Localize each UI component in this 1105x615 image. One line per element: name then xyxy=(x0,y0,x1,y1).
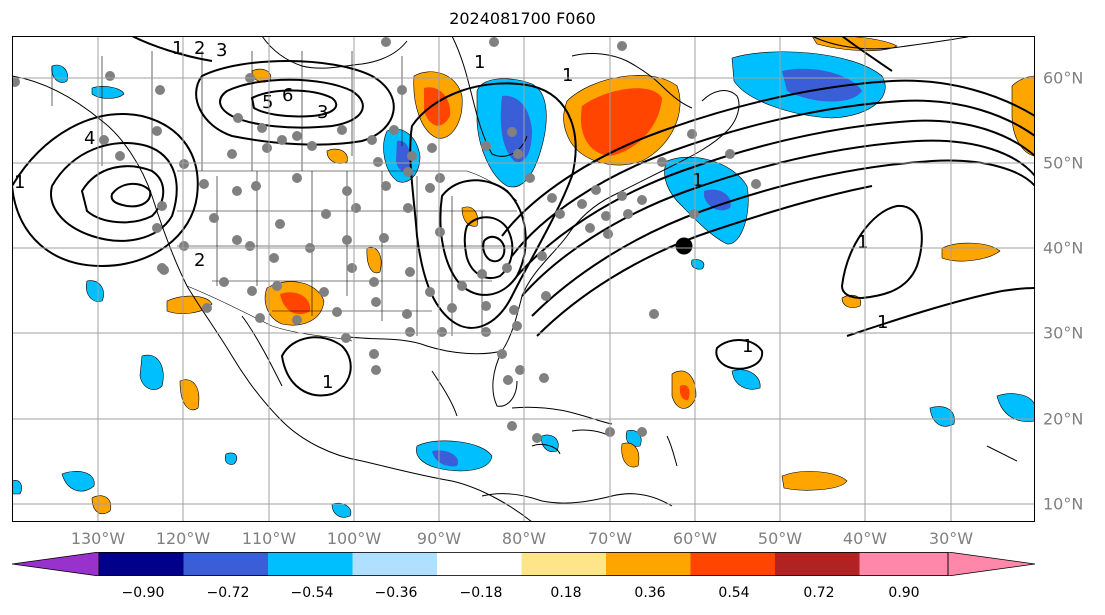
lat-label: 60°N xyxy=(1043,68,1084,88)
colorbar-tick: −0.54 xyxy=(290,585,334,601)
contour-label: 3 xyxy=(216,40,227,61)
contour-label: 6 xyxy=(282,85,293,106)
colorbar-tick: 0.54 xyxy=(718,585,750,601)
map-panel: 1 2 3 4 5 6 1 2 3 1 1 1 1 1 1 1 xyxy=(12,36,1035,522)
colorbar xyxy=(12,552,1035,576)
colorbar-segment xyxy=(99,552,184,576)
lon-label: 100°W xyxy=(326,529,382,548)
colorbar-tick: −0.18 xyxy=(459,585,503,601)
lon-label: 40°W xyxy=(842,529,888,548)
lon-label: 50°W xyxy=(757,529,803,548)
contour-label: 4 xyxy=(84,128,95,149)
lon-label: 30°W xyxy=(928,529,974,548)
colorbar-extend-low xyxy=(12,552,100,576)
graticule xyxy=(12,36,1035,522)
lon-label: 80°W xyxy=(501,529,547,548)
lon-label: 110°W xyxy=(241,529,297,548)
coastlines xyxy=(12,36,1018,522)
lat-label: 20°N xyxy=(1043,409,1084,429)
contour-label: 1 xyxy=(877,312,888,333)
lon-label: 120°W xyxy=(155,529,211,548)
lon-label: 60°W xyxy=(672,529,718,548)
contour-label: 1 xyxy=(172,38,183,59)
map-title: 2024081700 F060 xyxy=(449,9,596,28)
colorbar-tick: 0.72 xyxy=(803,585,835,601)
colorbar-segment xyxy=(606,552,691,576)
colorbar-segment xyxy=(521,552,606,576)
colorbar-segment xyxy=(859,552,948,576)
lat-label: 30°N xyxy=(1043,323,1084,343)
contour-label: 3 xyxy=(317,102,328,123)
lon-label: 70°W xyxy=(587,529,633,548)
lon-label: 90°W xyxy=(416,529,462,548)
contour-labels: 1 2 3 4 5 6 1 2 3 1 1 1 1 1 1 1 xyxy=(14,38,888,393)
colorbar-extend-high xyxy=(947,552,1035,576)
colorbar-tick: 0.18 xyxy=(550,585,582,601)
contour-label: 1 xyxy=(562,65,573,86)
highlight-marker xyxy=(675,237,693,255)
contour-label: 1 xyxy=(742,336,753,357)
contour-label: 1 xyxy=(322,372,333,393)
contour-label: 5 xyxy=(262,92,273,113)
contour-label: 1 xyxy=(14,172,25,193)
colorbar-tick: −0.72 xyxy=(206,585,250,601)
colorbar-segment xyxy=(183,552,268,576)
colorbar-tick: −0.90 xyxy=(121,585,165,601)
colorbar-segment xyxy=(437,552,522,576)
contour-label: 2 xyxy=(194,38,205,59)
colorbar-tick: −0.36 xyxy=(374,585,418,601)
lon-label: 130°W xyxy=(70,529,126,548)
contours xyxy=(12,36,1035,397)
lat-label: 50°N xyxy=(1043,153,1084,173)
contour-label: 2 xyxy=(194,250,205,271)
lat-label: 40°N xyxy=(1043,238,1084,258)
colorbar-segment xyxy=(268,552,353,576)
colorbar-segment xyxy=(690,552,775,576)
contour-label: 1 xyxy=(692,170,703,191)
colorbar-tick: 0.36 xyxy=(634,585,666,601)
contour-label: 1 xyxy=(857,232,868,253)
colorbar-segment xyxy=(775,552,860,576)
colorbar-segment xyxy=(352,552,437,576)
colorbar-tick: 0.90 xyxy=(888,585,920,601)
contour-label: 1 xyxy=(474,52,485,73)
lat-label: 10°N xyxy=(1043,494,1084,514)
